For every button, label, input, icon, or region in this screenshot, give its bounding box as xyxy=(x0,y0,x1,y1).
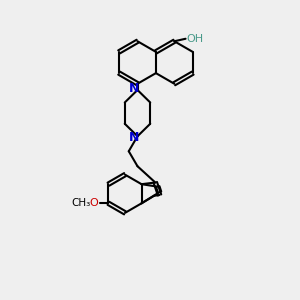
Text: OH: OH xyxy=(187,34,204,44)
Text: CH₃: CH₃ xyxy=(72,198,91,208)
Text: O: O xyxy=(90,198,98,208)
Text: N: N xyxy=(129,131,140,144)
Text: N: N xyxy=(129,82,140,95)
